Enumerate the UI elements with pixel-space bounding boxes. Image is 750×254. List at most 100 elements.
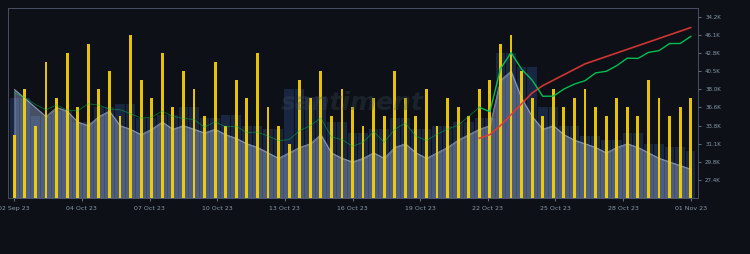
- Bar: [200, 118, 209, 198]
- Bar: [66, 53, 68, 198]
- Bar: [55, 98, 58, 198]
- Bar: [320, 71, 322, 198]
- Bar: [560, 125, 568, 198]
- Bar: [94, 107, 104, 198]
- Bar: [189, 107, 199, 198]
- Bar: [604, 117, 608, 198]
- Bar: [108, 71, 111, 198]
- Bar: [442, 125, 452, 198]
- Bar: [309, 98, 312, 198]
- Bar: [411, 129, 421, 198]
- Bar: [658, 98, 661, 198]
- Bar: [210, 118, 220, 198]
- Bar: [499, 44, 502, 198]
- Bar: [52, 111, 62, 198]
- Bar: [147, 118, 157, 198]
- Bar: [338, 122, 346, 198]
- Bar: [664, 147, 674, 198]
- Bar: [612, 140, 622, 198]
- Bar: [422, 129, 431, 198]
- Bar: [591, 136, 600, 198]
- Bar: [330, 117, 333, 198]
- Bar: [686, 151, 695, 198]
- Bar: [573, 98, 576, 198]
- Bar: [570, 125, 579, 198]
- Bar: [263, 129, 273, 198]
- Bar: [232, 115, 241, 198]
- Bar: [298, 80, 301, 198]
- Bar: [548, 107, 558, 198]
- Bar: [668, 117, 671, 198]
- Bar: [274, 129, 284, 198]
- Bar: [116, 104, 124, 198]
- Bar: [129, 35, 132, 198]
- Bar: [400, 118, 410, 198]
- Bar: [182, 71, 184, 198]
- Bar: [253, 125, 262, 198]
- Bar: [214, 62, 217, 198]
- Bar: [626, 107, 628, 198]
- Bar: [193, 89, 196, 198]
- Bar: [242, 125, 251, 198]
- Bar: [369, 129, 379, 198]
- Bar: [562, 107, 566, 198]
- Bar: [679, 107, 682, 198]
- Bar: [235, 80, 238, 198]
- Bar: [689, 98, 692, 198]
- Bar: [362, 125, 364, 198]
- Bar: [644, 144, 653, 198]
- Bar: [380, 129, 389, 198]
- Bar: [488, 80, 491, 198]
- Bar: [150, 98, 153, 198]
- Bar: [256, 53, 259, 198]
- Bar: [168, 115, 178, 198]
- Bar: [203, 117, 206, 198]
- Bar: [76, 107, 79, 198]
- Bar: [496, 53, 506, 198]
- Bar: [637, 117, 639, 198]
- Bar: [654, 144, 664, 198]
- Bar: [351, 107, 354, 198]
- Bar: [126, 104, 135, 198]
- Bar: [432, 125, 442, 198]
- Bar: [31, 117, 40, 198]
- Bar: [140, 80, 142, 198]
- Bar: [316, 97, 326, 198]
- Bar: [326, 122, 336, 198]
- Text: santiment: santiment: [281, 91, 424, 115]
- Bar: [98, 89, 100, 198]
- Bar: [295, 89, 304, 198]
- Bar: [20, 98, 29, 198]
- Bar: [305, 97, 315, 198]
- Bar: [172, 107, 174, 198]
- Bar: [467, 117, 470, 198]
- Bar: [602, 140, 611, 198]
- Bar: [41, 117, 51, 198]
- Bar: [340, 89, 344, 198]
- Bar: [454, 122, 463, 198]
- Bar: [485, 118, 495, 198]
- Bar: [73, 122, 82, 198]
- Bar: [615, 98, 618, 198]
- Bar: [542, 117, 544, 198]
- Bar: [348, 133, 357, 198]
- Bar: [23, 89, 26, 198]
- Bar: [372, 98, 375, 198]
- Bar: [10, 98, 19, 198]
- Bar: [647, 80, 650, 198]
- Bar: [415, 117, 417, 198]
- Bar: [506, 53, 516, 198]
- Bar: [594, 107, 597, 198]
- Bar: [105, 107, 114, 198]
- Bar: [517, 68, 526, 198]
- Bar: [34, 125, 37, 198]
- Bar: [538, 107, 548, 198]
- Bar: [277, 125, 280, 198]
- Bar: [62, 111, 72, 198]
- Bar: [527, 68, 537, 198]
- Bar: [245, 98, 248, 198]
- Bar: [44, 62, 47, 198]
- Bar: [221, 115, 230, 198]
- Bar: [584, 89, 586, 198]
- Bar: [509, 35, 512, 198]
